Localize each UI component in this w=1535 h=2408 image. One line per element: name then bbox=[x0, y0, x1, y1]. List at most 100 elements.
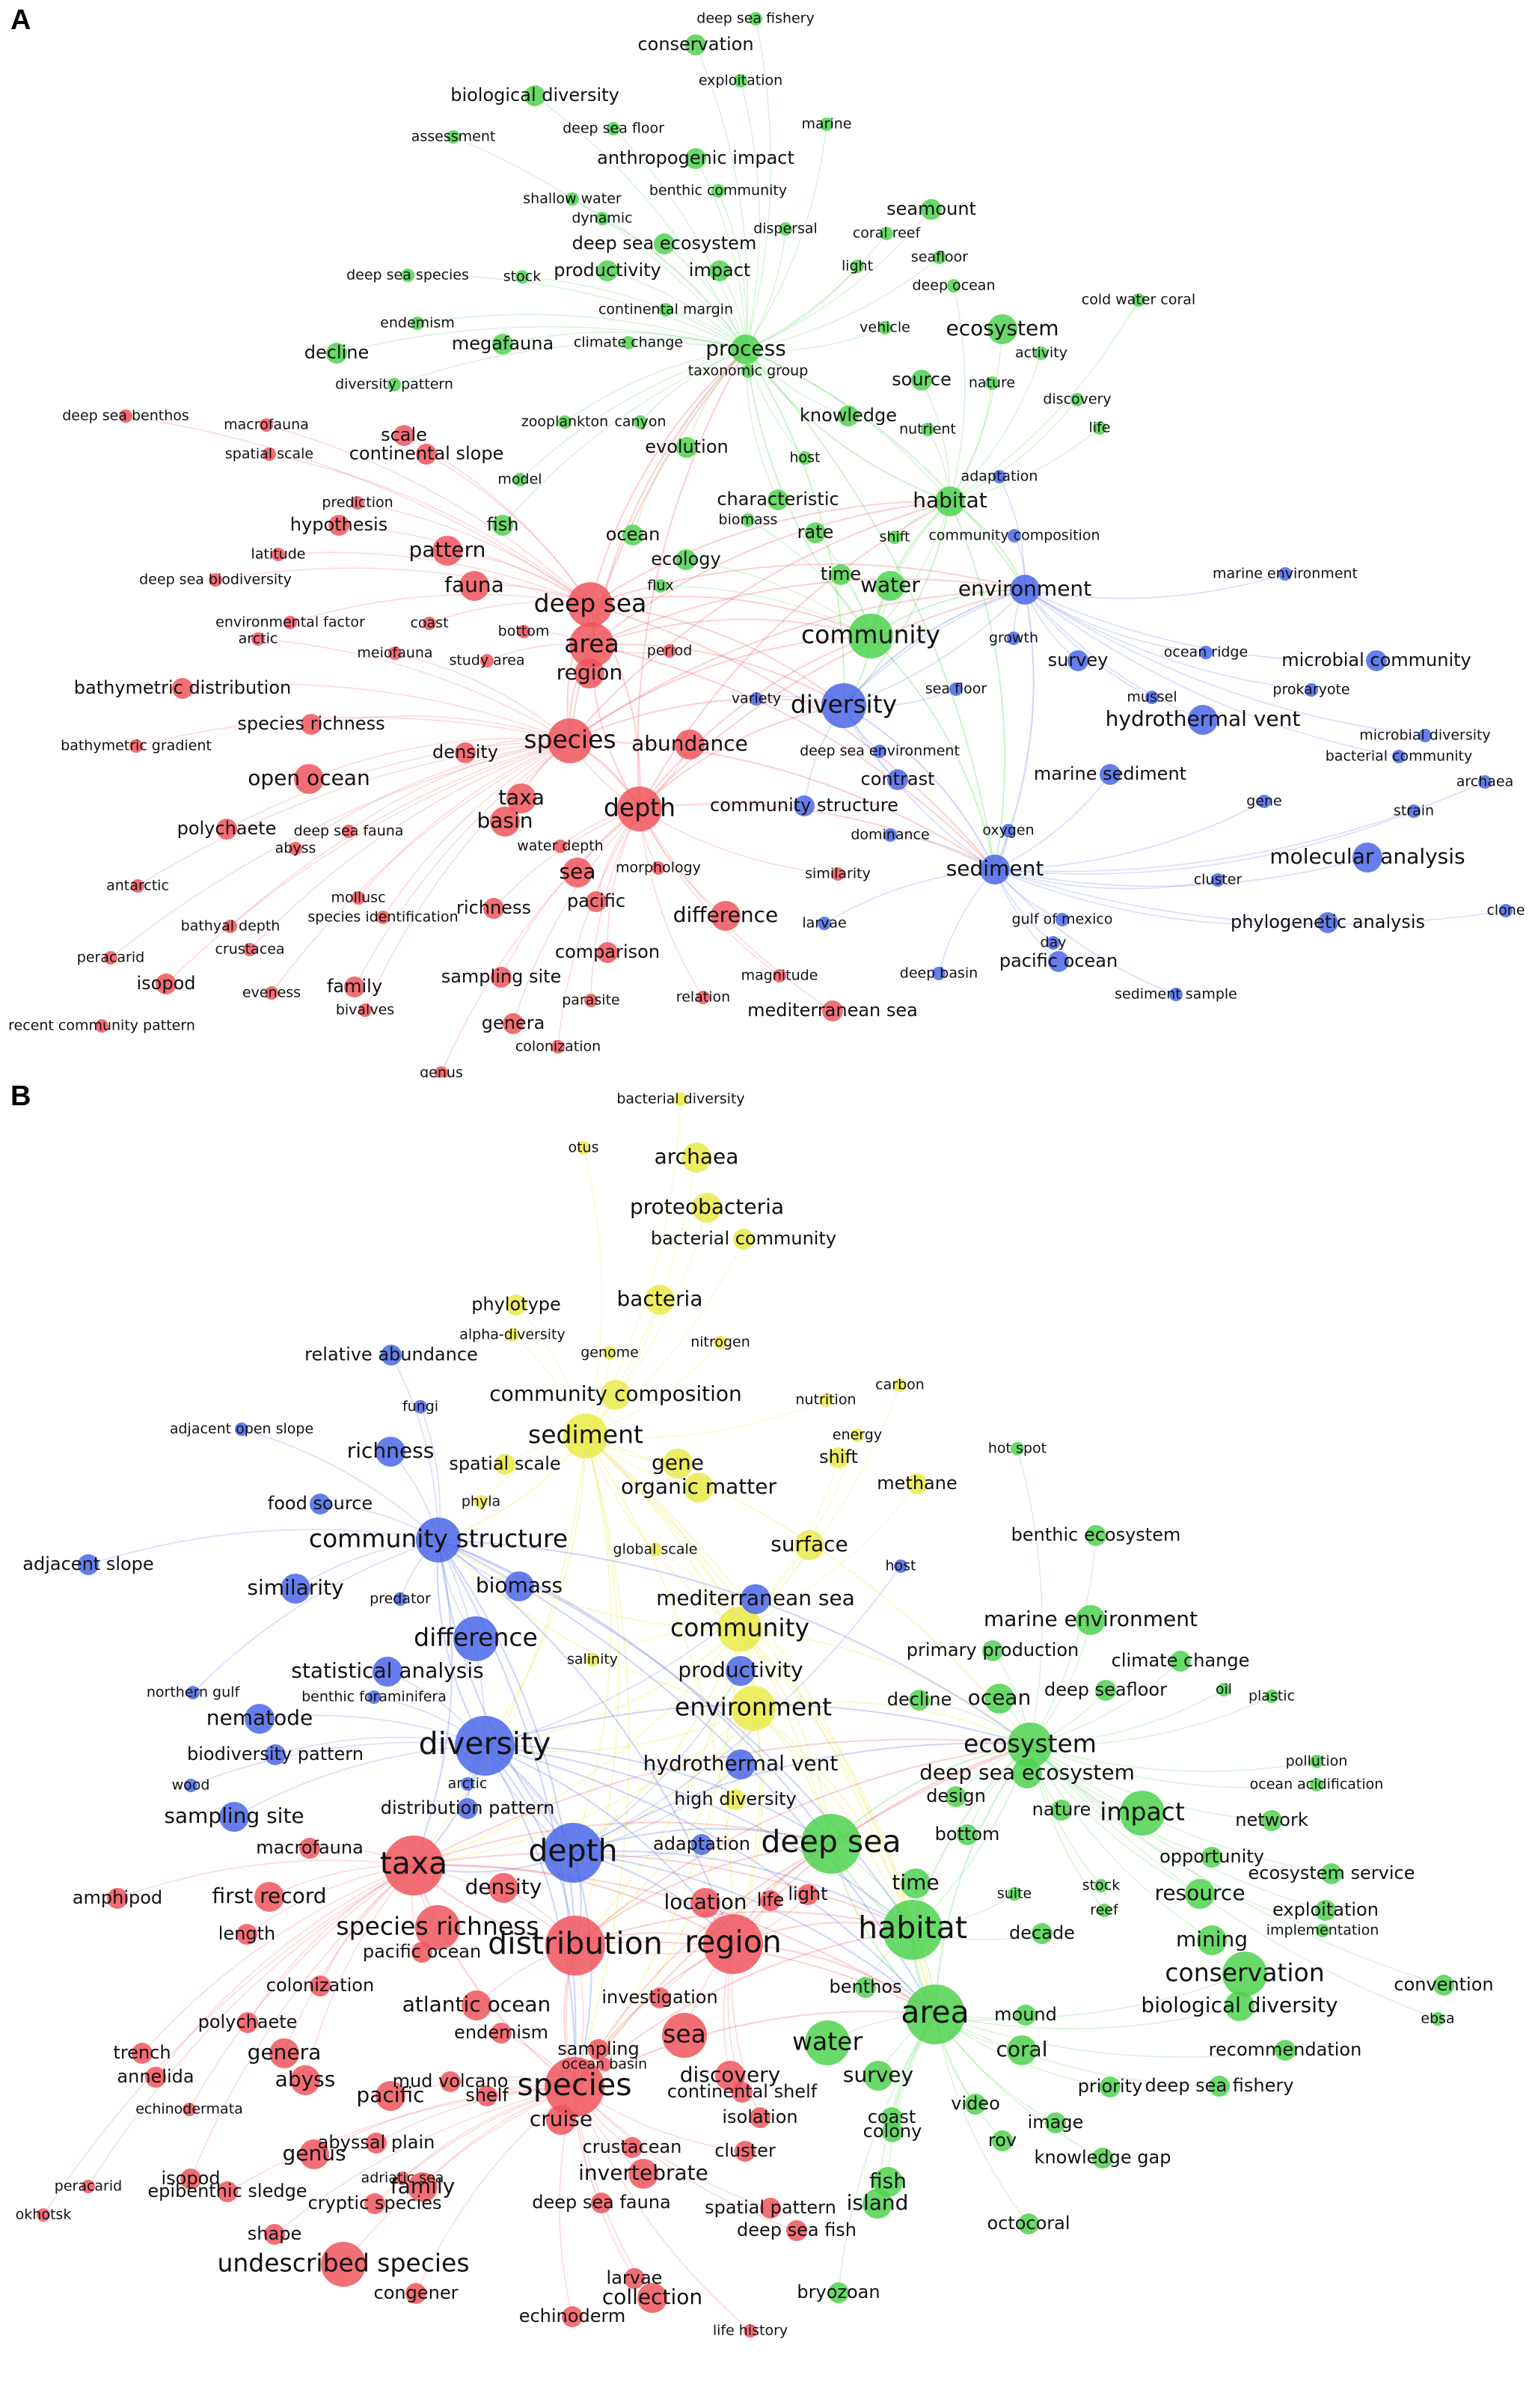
node-label-ebsa: ebsa bbox=[1421, 2011, 1454, 2027]
node-label-fish: fish bbox=[869, 2169, 907, 2193]
node-label-bryozoan: bryozoan bbox=[797, 2282, 880, 2302]
node-label-spatial-scale: spatial scale bbox=[225, 446, 313, 462]
edge-line bbox=[601, 218, 747, 350]
node-richness bbox=[483, 898, 504, 919]
edge-line bbox=[921, 379, 951, 502]
edge-line bbox=[215, 567, 591, 605]
node-dynamic bbox=[595, 212, 609, 225]
edge-line bbox=[585, 1435, 741, 1630]
node-label-diversity-pattern: diversity pattern bbox=[335, 376, 453, 393]
node-adjacent-open-slope bbox=[235, 1423, 248, 1436]
node-macrofauna bbox=[299, 1838, 320, 1859]
node-label-deep-sea-ecosystem: deep sea ecosystem bbox=[572, 233, 757, 254]
edge-line bbox=[390, 1354, 439, 1541]
node-label-ocean: ocean bbox=[968, 1685, 1032, 1710]
edge-line bbox=[574, 2086, 751, 2332]
node-habitat bbox=[883, 1900, 943, 1960]
node-environment bbox=[731, 1686, 776, 1731]
node-benthic-foraminifera bbox=[367, 1690, 381, 1704]
node-genera bbox=[503, 1013, 524, 1034]
node-surface bbox=[794, 1530, 824, 1560]
edge-line bbox=[639, 803, 996, 870]
node-label-region: region bbox=[557, 660, 623, 685]
node-sea-floor bbox=[949, 682, 963, 696]
node-label-octocoral: octocoral bbox=[987, 2213, 1070, 2234]
node-community-structure bbox=[794, 795, 815, 816]
node-octocoral bbox=[1018, 2213, 1039, 2234]
edge-line bbox=[613, 128, 747, 350]
edge-line bbox=[338, 525, 591, 605]
node-label-ecosystem-service: ecosystem service bbox=[1248, 1862, 1415, 1883]
node-label-location: location bbox=[664, 1889, 747, 1914]
node-spatial-scale bbox=[494, 1454, 515, 1475]
node-abyss bbox=[289, 842, 302, 855]
node-label-time: time bbox=[821, 563, 861, 584]
edge-line bbox=[745, 209, 932, 350]
node-species-richness bbox=[415, 1905, 460, 1950]
edge-line bbox=[43, 1865, 414, 2216]
node-label-contrast: contrast bbox=[861, 768, 935, 789]
node-label-genera: genera bbox=[482, 1012, 545, 1033]
edge-line bbox=[575, 1744, 1031, 1946]
node-echinoderm bbox=[562, 2306, 583, 2327]
node-label-area: area bbox=[901, 1994, 969, 2030]
node-label-light: light bbox=[788, 1883, 827, 1904]
node-mollusc bbox=[352, 891, 365, 905]
node-seamount bbox=[921, 199, 942, 220]
edge-line bbox=[574, 2086, 771, 2209]
node-recent-community-pattern bbox=[95, 1019, 108, 1033]
node-label-bathyal-depth: bathyal depth bbox=[181, 918, 281, 935]
node-cluster bbox=[1211, 873, 1225, 887]
edge-line bbox=[632, 349, 747, 536]
node-label-bathymetric-gradient: bathymetric gradient bbox=[61, 738, 212, 754]
node-colonization bbox=[551, 1040, 565, 1054]
edge-line bbox=[564, 349, 747, 423]
edge-line bbox=[639, 705, 845, 810]
edge-line bbox=[569, 635, 871, 742]
node-methane bbox=[907, 1473, 928, 1494]
edge-line bbox=[572, 1435, 612, 1854]
node-label-survey: survey bbox=[1048, 650, 1109, 670]
edge-line bbox=[357, 502, 591, 605]
edge-line bbox=[637, 349, 747, 810]
node-label-pacific-ocean: pacific ocean bbox=[999, 950, 1118, 971]
node-growth bbox=[1007, 632, 1020, 645]
node-label-meiofauna: meiofauna bbox=[357, 645, 432, 661]
node-label-pacific: pacific bbox=[356, 2082, 424, 2107]
node-label-open-ocean: open ocean bbox=[248, 766, 370, 790]
edge-line bbox=[249, 740, 571, 950]
node-cryptic-species bbox=[364, 2193, 385, 2214]
node-label-evolution: evolution bbox=[645, 436, 729, 457]
node-difference bbox=[711, 901, 741, 931]
edge-line bbox=[413, 1738, 1031, 1866]
node-life bbox=[1093, 421, 1106, 435]
node-label-megafauna: megafauna bbox=[452, 333, 554, 354]
node-pacific bbox=[376, 2081, 405, 2111]
node-label-environment: environment bbox=[675, 1693, 832, 1722]
node-model bbox=[513, 473, 527, 486]
node-nitrogen bbox=[714, 1336, 727, 1349]
edge-line bbox=[585, 1435, 735, 1945]
node-label-archaea: archaea bbox=[1456, 774, 1514, 790]
node-label-abundance: abundance bbox=[631, 731, 748, 756]
node-label-deep-sea-fishery: deep sea fishery bbox=[696, 10, 814, 27]
node-label-marine-sediment: marine sediment bbox=[1034, 763, 1186, 784]
node-species bbox=[548, 718, 592, 763]
node-taxa bbox=[384, 1836, 444, 1895]
node-label-ecosystem: ecosystem bbox=[963, 1729, 1097, 1758]
node-wood bbox=[184, 1779, 197, 1792]
node-nutrition bbox=[819, 1393, 833, 1407]
node-label-arctic: arctic bbox=[448, 1776, 488, 1792]
node-label-distribution: distribution bbox=[488, 1925, 663, 1961]
node-label-nutrition: nutrition bbox=[795, 1392, 856, 1408]
node-label-gene: gene bbox=[1246, 793, 1281, 810]
node-survey bbox=[1067, 650, 1088, 671]
node-label-abyss: abyss bbox=[275, 840, 316, 857]
edge-line bbox=[585, 1435, 741, 1630]
node-label-latitude: latitude bbox=[251, 546, 306, 563]
node-statistical-analysis bbox=[373, 1657, 402, 1687]
node-depth bbox=[617, 786, 662, 831]
node-continental-margin bbox=[659, 303, 672, 317]
node-label-annelida: annelida bbox=[117, 2066, 194, 2087]
node-knowledge-gap bbox=[1092, 2148, 1113, 2169]
